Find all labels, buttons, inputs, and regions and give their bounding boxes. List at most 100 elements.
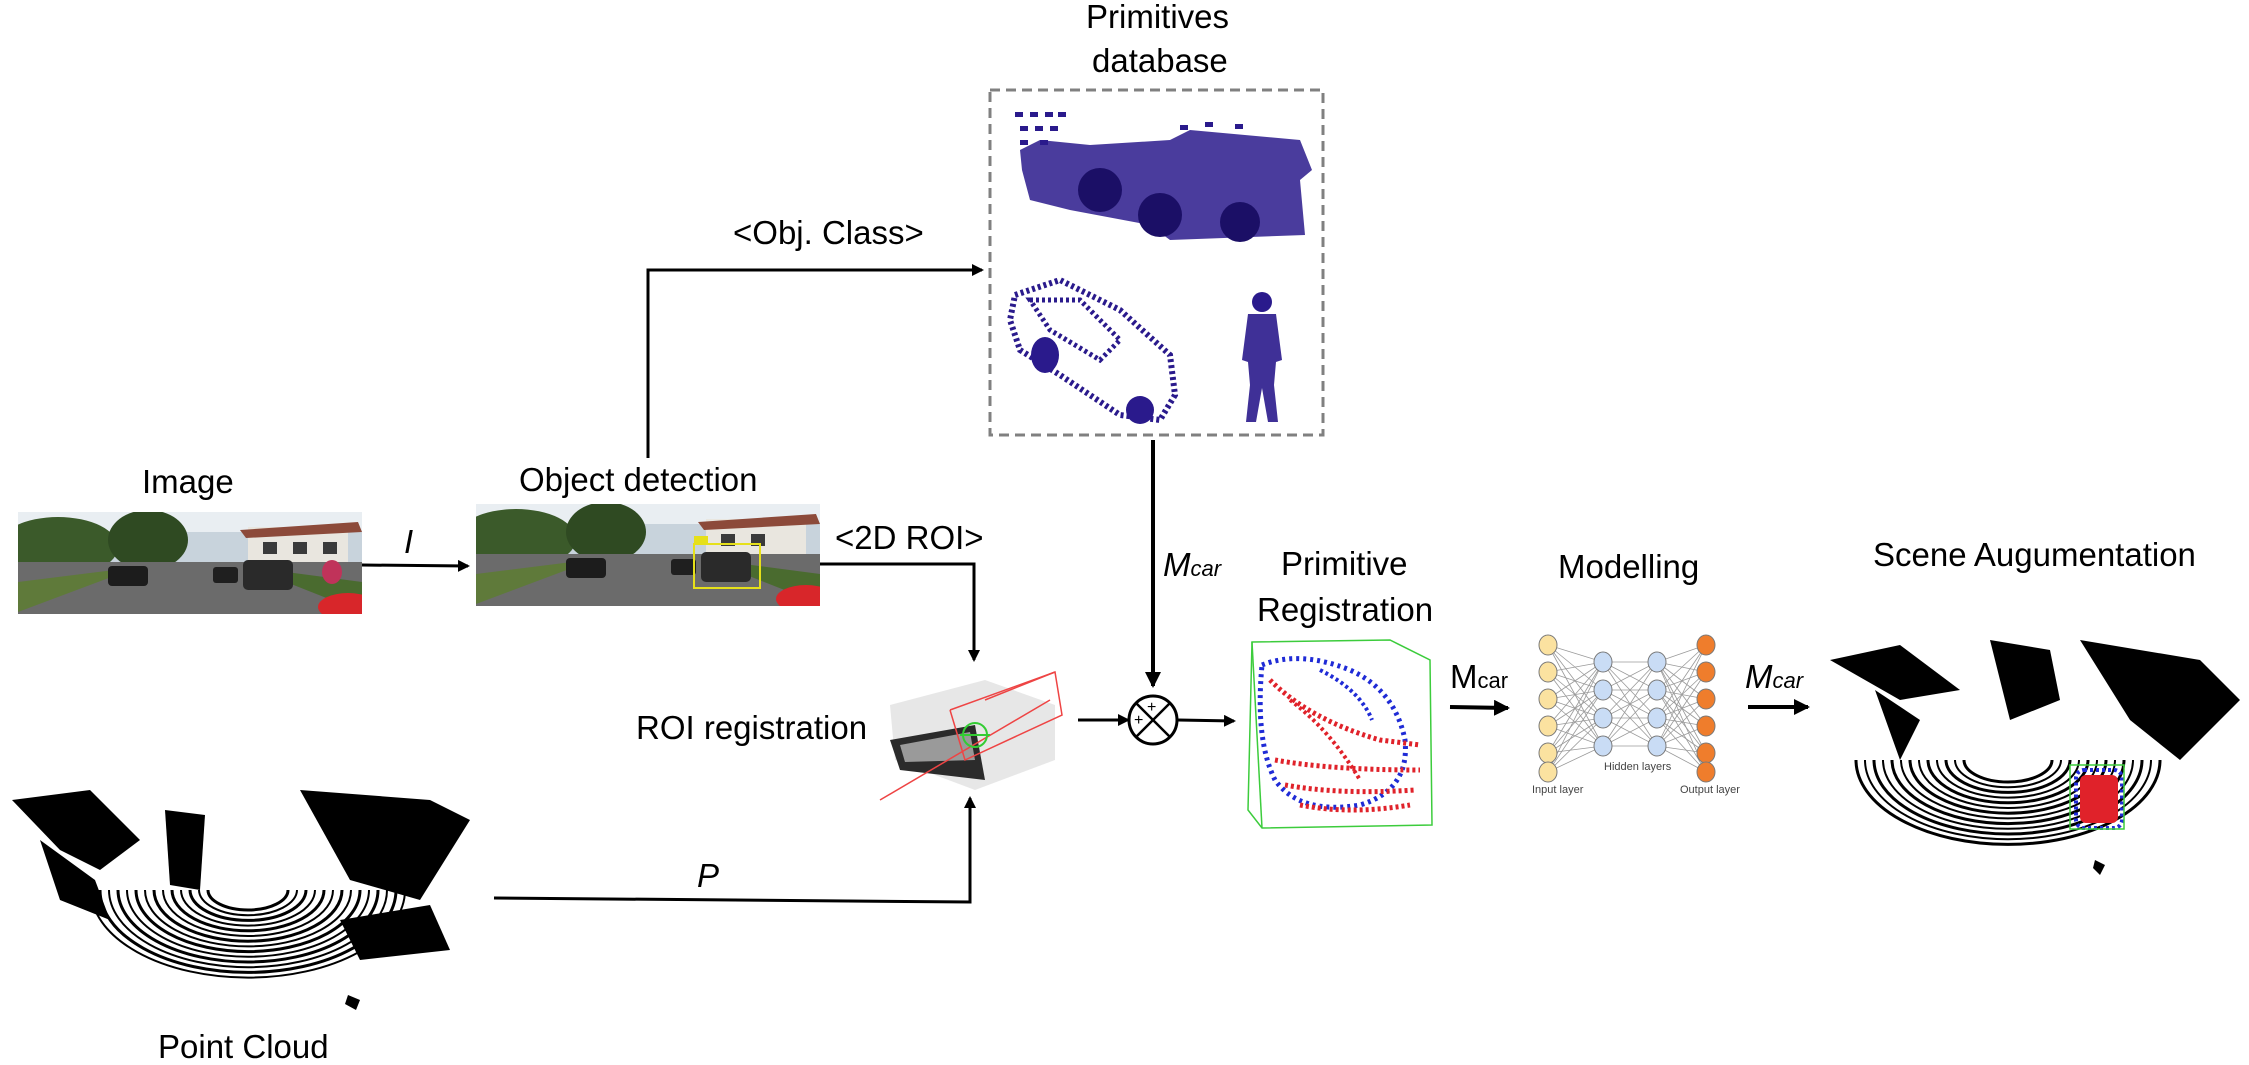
- nn-hidden-node: [1593, 651, 1613, 673]
- combiner-operator: + +: [1127, 694, 1179, 746]
- pedestrian-primitive-icon: [1242, 292, 1282, 422]
- nn-connection: [1547, 725, 1604, 747]
- nn-output-node: [1696, 688, 1716, 710]
- nn-input-node: [1538, 634, 1558, 656]
- nn-hidden-node: [1647, 735, 1667, 757]
- scan-ring: [180, 889, 316, 927]
- m-car-main: M: [1163, 546, 1191, 583]
- scene-augmentation-label: Scene Augumentation: [1873, 536, 2196, 573]
- scene-augmentation-scan: [1830, 640, 2240, 875]
- m-car-sub: car: [1190, 556, 1222, 581]
- nn-connection: [1602, 689, 1658, 747]
- scan-ring: [1944, 759, 2072, 794]
- scan-ring: [1936, 759, 2080, 799]
- scan-ring: [188, 889, 308, 922]
- street-photo-input: [18, 512, 362, 614]
- nn-input-node: [1538, 715, 1558, 737]
- scan-obstacle: [1830, 645, 1960, 700]
- m-car-label-2: Mcar: [1450, 660, 1508, 693]
- scan-ring: [1864, 759, 2152, 841]
- m-car-2-main: M: [1450, 658, 1478, 695]
- primitives-database-box: [988, 88, 1325, 437]
- nn-hidden-node: [1647, 679, 1667, 701]
- nn-connection: [1602, 661, 1658, 691]
- nn-connection: [1547, 671, 1604, 719]
- scan-ring: [162, 889, 334, 937]
- modelling-label: Modelling: [1558, 548, 1700, 585]
- nn-connection: [1656, 689, 1707, 754]
- nn-connection: [1547, 661, 1604, 727]
- nn-output-node: [1696, 661, 1716, 683]
- object-detection-thumbnail: [476, 504, 820, 606]
- nn-output-node: [1696, 715, 1716, 737]
- arrow-i-label: I: [404, 523, 414, 560]
- neural-network-diagram: [1538, 634, 1716, 783]
- scan-ring: [1954, 759, 2062, 789]
- nn-connection: [1656, 644, 1707, 719]
- scan-obstacle: [300, 790, 470, 900]
- nn-input-node: [1538, 742, 1558, 764]
- scan-ring: [1882, 759, 2134, 830]
- nn-hidden-node: [1593, 735, 1613, 757]
- scan-ring: [1854, 759, 2162, 846]
- scan-obstacle: [2093, 860, 2105, 875]
- nn-input-node: [1538, 661, 1558, 683]
- registration-to-modelling-arrow: [1449, 699, 1510, 716]
- svg-text:+: +: [1134, 712, 1143, 729]
- scan-ring: [152, 889, 344, 943]
- scan-ring: [134, 889, 362, 954]
- nn-connection: [1547, 644, 1604, 719]
- scan-ring: [198, 889, 298, 917]
- nn-output-layer-label: Output layer: [1680, 784, 1740, 796]
- nn-connection: [1547, 717, 1604, 754]
- primitives-database-title-line2: database: [1092, 42, 1228, 79]
- nn-connection: [1656, 661, 1707, 700]
- scan-obstacle: [165, 810, 205, 890]
- nn-connection: [1547, 661, 1604, 754]
- nn-hidden-node: [1647, 651, 1667, 673]
- combiner-to-registration-arrow: [1177, 714, 1236, 727]
- roi-registration-pointcloud: [879, 670, 1063, 801]
- nn-hidden-layers-label: Hidden layers: [1604, 761, 1672, 773]
- augmented-car-marker: [2069, 764, 2125, 830]
- nn-hidden-node: [1593, 707, 1613, 729]
- point-cloud-arrow: [493, 796, 976, 904]
- m-car-3-sub: car: [1772, 668, 1804, 693]
- roi-2d-arrow: [820, 562, 980, 662]
- scan-obstacle: [1990, 640, 2060, 720]
- nn-connection: [1547, 644, 1604, 691]
- car-primitive-icon: [1006, 276, 1179, 424]
- primitive-registration-line2: Registration: [1257, 591, 1434, 628]
- scan-ring: [144, 889, 352, 948]
- arrow-p-label: P: [697, 857, 720, 894]
- nn-connection: [1547, 717, 1604, 773]
- scan-obstacle: [340, 905, 450, 960]
- nn-connection: [1602, 661, 1658, 719]
- roi-registration-label: ROI registration: [636, 709, 868, 746]
- nn-output-node: [1696, 761, 1716, 783]
- nn-input-node: [1538, 688, 1558, 710]
- roi-2d-label: <2D ROI>: [835, 519, 984, 556]
- scan-obstacle: [1875, 690, 1920, 760]
- nn-connection: [1656, 717, 1707, 773]
- nn-connection: [1547, 661, 1604, 700]
- primitives-database-title-line1: Primitives: [1086, 0, 1230, 35]
- m-car-label-3: Mcar: [1745, 660, 1803, 693]
- primitive-registration-visual: [1247, 639, 1433, 829]
- image-label: Image: [142, 463, 234, 500]
- svg-text:+: +: [1147, 699, 1156, 716]
- scan-ring: [1962, 759, 2054, 784]
- nn-connection: [1547, 689, 1604, 773]
- scan-ring: [206, 889, 290, 912]
- nn-connection: [1602, 661, 1658, 747]
- input-image-thumbnail: [18, 512, 362, 614]
- nn-input-layer-label: Input layer: [1532, 784, 1584, 796]
- nn-connection: [1547, 745, 1604, 773]
- scan-obstacle: [12, 790, 140, 870]
- nn-output-node: [1696, 742, 1716, 764]
- scan-ring: [1926, 759, 2090, 805]
- nn-connection: [1602, 717, 1658, 747]
- object-detection-label: Object detection: [519, 461, 758, 498]
- nn-hidden-node: [1593, 679, 1613, 701]
